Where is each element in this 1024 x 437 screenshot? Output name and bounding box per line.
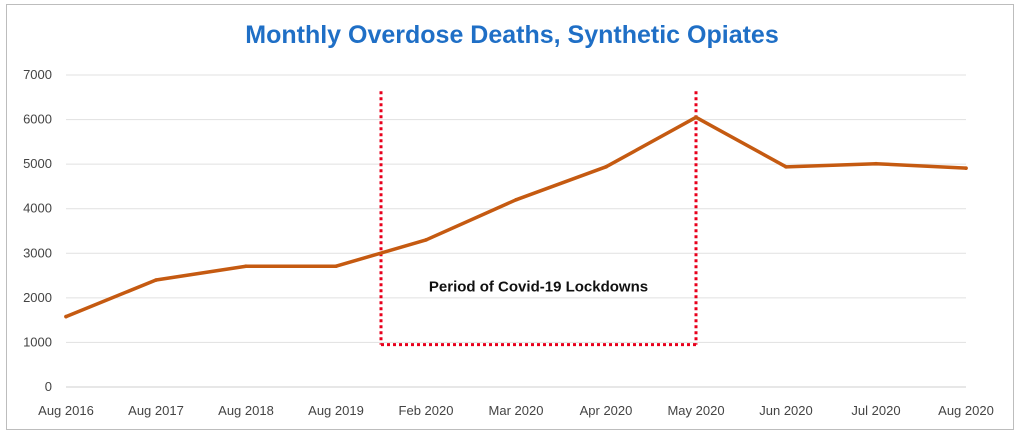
gridlines xyxy=(66,74,966,388)
x-tick-label: Aug 2016 xyxy=(38,403,94,418)
y-tick-label: 5000 xyxy=(23,156,52,171)
data-point xyxy=(424,238,428,242)
data-point xyxy=(784,165,788,169)
x-axis: Aug 2016 Aug 2017 Aug 2018 Aug 2019 Feb 2020… xyxy=(38,403,994,418)
y-tick-label: 1000 xyxy=(23,334,52,349)
y-tick-label: 4000 xyxy=(23,201,52,216)
data-point xyxy=(604,165,608,169)
x-tick-label: Jul 2020 xyxy=(851,403,900,418)
annotation-label: Period of Covid-19 Lockdowns xyxy=(429,279,648,296)
y-tick-label: 2000 xyxy=(23,290,52,305)
x-tick-label: Aug 2018 xyxy=(218,403,274,418)
y-tick-label: 7000 xyxy=(23,67,52,82)
x-tick-label: Mar 2020 xyxy=(489,403,544,418)
x-tick-label: Feb 2020 xyxy=(399,403,454,418)
y-tick-label: 3000 xyxy=(23,245,52,260)
x-tick-label: Apr 2020 xyxy=(580,403,633,418)
data-point xyxy=(154,278,158,282)
data-point xyxy=(964,166,968,170)
data-point xyxy=(514,198,518,202)
y-tick-label: 6000 xyxy=(23,112,52,127)
data-point xyxy=(334,264,338,269)
y-axis: 0 1000 2000 3000 4000 5000 6000 7000 xyxy=(23,67,52,394)
x-tick-label: Jun 2020 xyxy=(759,403,813,418)
lockdown-annotation: Period of Covid-19 Lockdowns xyxy=(379,91,698,347)
y-tick-label: 0 xyxy=(45,379,52,394)
x-tick-label: Aug 2020 xyxy=(938,403,994,418)
x-tick-label: May 2020 xyxy=(667,403,724,418)
data-point xyxy=(244,264,248,269)
series-layer xyxy=(64,115,968,319)
chart-title: Monthly Overdose Deaths, Synthetic Opiat… xyxy=(245,21,779,49)
data-point xyxy=(874,161,878,166)
data-point xyxy=(694,115,698,120)
x-tick-label: Aug 2019 xyxy=(308,403,364,418)
data-point xyxy=(64,314,68,319)
x-tick-label: Aug 2017 xyxy=(128,403,184,418)
